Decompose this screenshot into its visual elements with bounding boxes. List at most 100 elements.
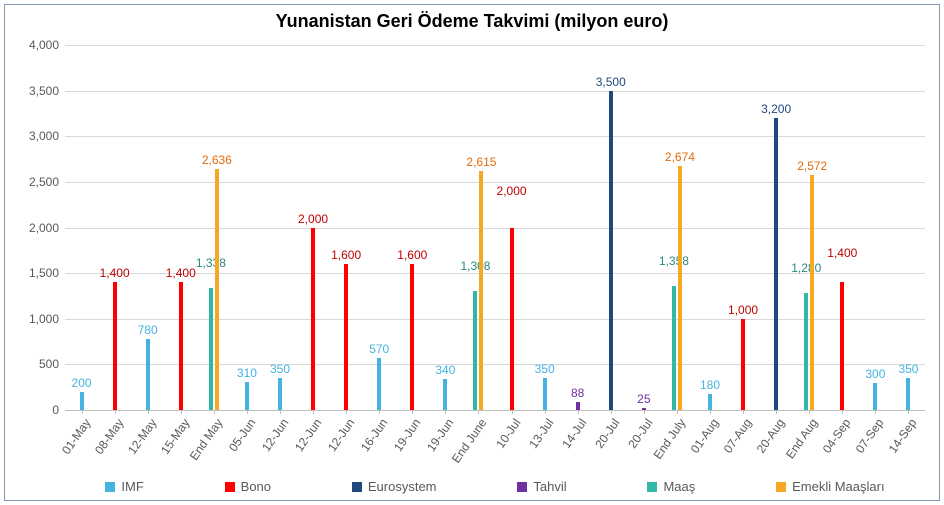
bar-imf	[278, 378, 282, 410]
x-tick	[280, 410, 281, 414]
x-tick	[247, 410, 248, 414]
x-tick	[842, 410, 843, 414]
chart-frame: Yunanistan Geri Ödeme Takvimi (milyon eu…	[4, 4, 940, 501]
x-tick	[611, 410, 612, 414]
bar-bono	[410, 264, 414, 410]
x-tick-label: 07-Aug	[721, 416, 755, 456]
x-tick-label: 14-Jul	[559, 416, 589, 451]
bar-maas	[672, 286, 676, 410]
bar-label: 1,358	[659, 254, 689, 268]
x-tick-label: 12-Jun	[292, 416, 325, 454]
gridline	[65, 91, 925, 92]
bar-maas	[804, 293, 808, 410]
y-tick-label: 2,500	[29, 175, 59, 189]
x-tick	[379, 410, 380, 414]
legend-label: Tahvil	[533, 479, 566, 494]
x-tick	[512, 410, 513, 414]
bar-euro	[609, 91, 613, 410]
x-tick	[578, 410, 579, 414]
bar-imf	[443, 379, 447, 410]
bar-emekli	[678, 166, 682, 410]
legend-swatch	[647, 482, 657, 492]
bar-label: 300	[865, 367, 885, 381]
bar-label: 2,636	[202, 153, 232, 167]
legend-label: Emekli Maaşları	[792, 479, 884, 494]
x-tick-label: 10-Jul	[493, 416, 523, 451]
bar-bono	[840, 282, 844, 410]
bar-label: 310	[237, 366, 257, 380]
y-tick-label: 4,000	[29, 38, 59, 52]
x-tick	[809, 410, 810, 414]
x-tick-label: 12-May	[125, 416, 159, 457]
bar-label: 1,000	[728, 303, 758, 317]
bar-emekli	[810, 175, 814, 410]
y-tick-label: 2,000	[29, 221, 59, 235]
x-tick	[710, 410, 711, 414]
gridline	[65, 45, 925, 46]
bar-imf	[146, 339, 150, 410]
x-tick-label: 07-Sep	[853, 416, 887, 456]
bar-label: 2,572	[797, 159, 827, 173]
x-tick	[875, 410, 876, 414]
x-tick	[82, 410, 83, 414]
bar-label: 2,000	[298, 212, 328, 226]
legend-label: Maaş	[663, 479, 695, 494]
bar-bono	[113, 282, 117, 410]
x-tick-label: End July	[651, 416, 689, 462]
x-tick	[445, 410, 446, 414]
bar-label: 25	[637, 392, 650, 406]
y-tick-label: 3,500	[29, 84, 59, 98]
bar-tahvil	[642, 408, 646, 410]
legend-swatch	[105, 482, 115, 492]
x-tick-label: 19-Jun	[391, 416, 424, 454]
bar-imf	[708, 394, 712, 410]
bar-label: 1,600	[331, 248, 361, 262]
bar-maas	[209, 288, 213, 410]
bar-label: 350	[535, 362, 555, 376]
x-tick	[214, 410, 215, 414]
x-tick-label: 19-Jun	[424, 416, 457, 454]
bar-tahvil	[576, 402, 580, 410]
x-tick	[148, 410, 149, 414]
bar-imf	[245, 382, 249, 410]
bar-label: 340	[435, 363, 455, 377]
bar-label: 570	[369, 342, 389, 356]
legend-item-imf: IMF	[105, 479, 143, 494]
legend-item-bono: Bono	[225, 479, 271, 494]
x-tick-label: End May	[187, 416, 226, 463]
x-tick	[412, 410, 413, 414]
gridline	[65, 364, 925, 365]
x-tick-label: 12-Jun	[259, 416, 292, 454]
y-tick-label: 1,500	[29, 266, 59, 280]
bar-label: 200	[72, 376, 92, 390]
bar-label: 2,615	[466, 155, 496, 169]
y-tick-label: 1,000	[29, 312, 59, 326]
bar-label: 350	[270, 362, 290, 376]
legend: IMF Bono Eurosystem Tahvil Maaş Emekli Maaşla…	[65, 479, 925, 494]
bar-imf	[80, 392, 84, 410]
x-tick-label: 20-Jul	[625, 416, 655, 451]
x-tick	[478, 410, 479, 414]
legend-item-emekli: Emekli Maaşları	[776, 479, 884, 494]
x-tick-label: 16-Jun	[358, 416, 391, 454]
legend-swatch	[225, 482, 235, 492]
x-tick-label: 01-May	[59, 416, 93, 457]
bar-bono	[311, 228, 315, 411]
x-tick	[776, 410, 777, 414]
x-tick	[644, 410, 645, 414]
x-tick-label: 08-May	[92, 416, 126, 457]
legend-label: Eurosystem	[368, 479, 437, 494]
bar-bono	[344, 264, 348, 410]
bar-label: 1,338	[196, 256, 226, 270]
y-tick-label: 3,000	[29, 129, 59, 143]
x-tick-label: 05-Jun	[226, 416, 259, 454]
legend-swatch	[352, 482, 362, 492]
y-tick-label: 500	[39, 357, 59, 371]
legend-label: IMF	[121, 479, 143, 494]
x-tick	[313, 410, 314, 414]
x-tick-label: 04-Sep	[820, 416, 854, 456]
x-tick-label: End Aug	[783, 416, 820, 461]
x-tick-label: 15-May	[158, 416, 192, 457]
bar-label: 350	[898, 362, 918, 376]
x-tick	[115, 410, 116, 414]
